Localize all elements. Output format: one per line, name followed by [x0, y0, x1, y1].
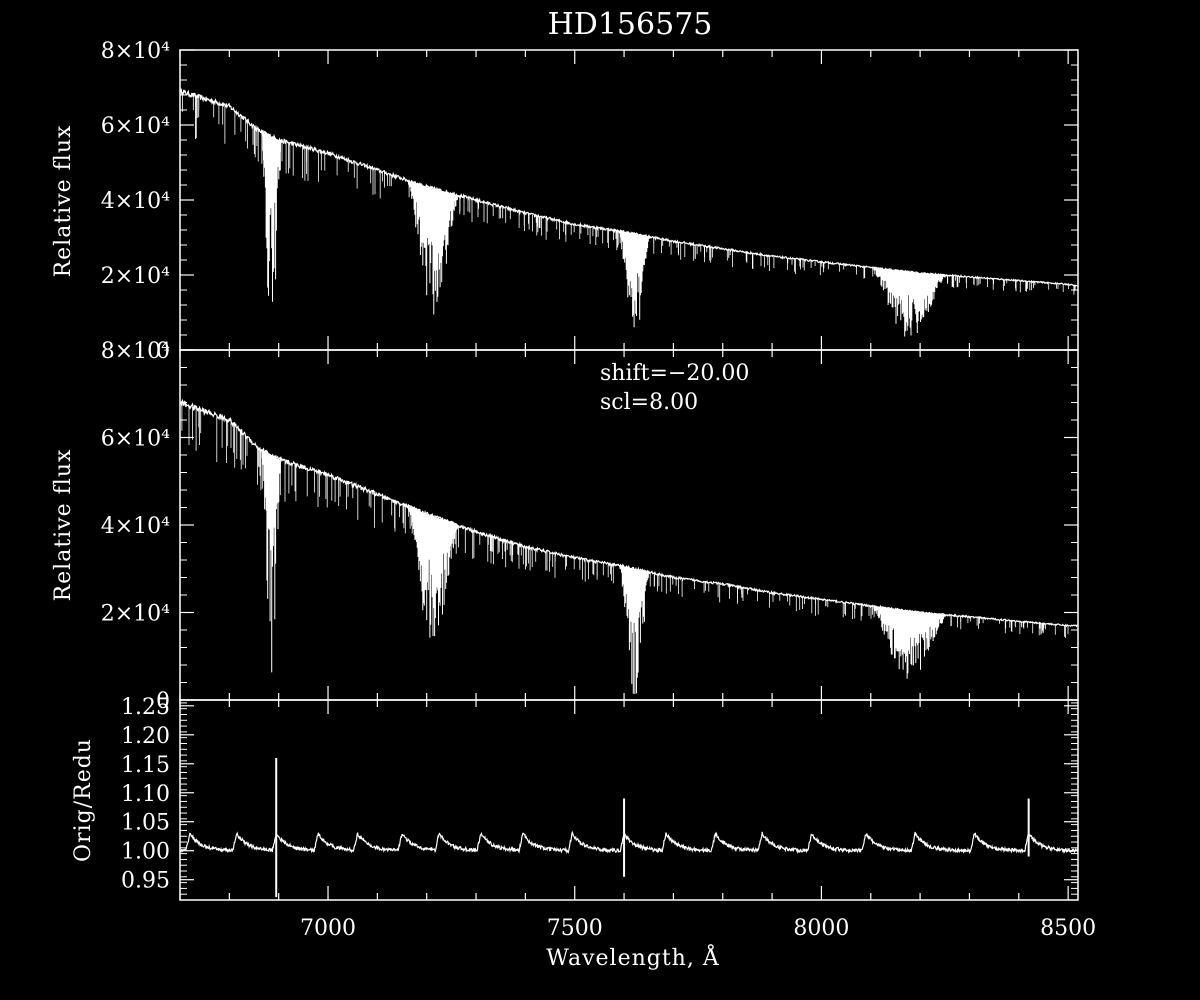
y-tick-label: 8×10⁴ [101, 39, 170, 64]
panel-frame [179, 49, 1079, 351]
y-tick-label: 4×10⁴ [101, 514, 170, 539]
y-tick-label: 0.95 [121, 869, 170, 894]
absorption-band-original-0 [261, 132, 282, 302]
original-flux-panel: 0 2×10⁴ 4×10⁴ 6×10⁴ 8×10⁴ [101, 39, 1079, 364]
y-axis-label-ratio: Orig/Redu [71, 738, 96, 862]
absorption-band-reduced-1 [407, 506, 460, 638]
y-axis-label-reduced: Relative flux [51, 449, 76, 602]
x-tick-label: 7500 [547, 916, 603, 941]
shift-annotation: shift=−20.00 [600, 361, 749, 386]
weak-lines-reduced [181, 403, 1069, 638]
y-tick-label: 1.20 [121, 724, 170, 749]
x-tick-label: 7000 [300, 916, 356, 941]
y-tick-label: 4×10⁴ [101, 189, 170, 214]
panel-frame [179, 699, 1079, 901]
weak-lines-original [182, 92, 1076, 295]
y-tick-label: 1.05 [121, 811, 170, 836]
absorption-band-original-2 [619, 231, 650, 328]
y-axis-label-original: Relative flux [51, 125, 76, 278]
absorption-band-reduced-0 [261, 450, 282, 673]
x-tick-label: 8500 [1040, 916, 1096, 941]
y-tick-label: 8×10⁴ [101, 339, 170, 364]
y-tick-label: 1.25 [121, 695, 170, 720]
y-tick-label: 0 [156, 339, 170, 364]
scale-annotation: scl=8.00 [600, 390, 698, 415]
y-tick-label: 1.00 [121, 840, 170, 865]
y-tick-label: 0 [156, 689, 170, 714]
y-tick-label: 2×10⁴ [101, 264, 170, 289]
absorption-band-reduced-2 [619, 565, 650, 694]
reduced-flux-panel: 0 2×10⁴ 4×10⁴ 6×10⁴ 8×10⁴ [101, 339, 1079, 714]
chart-title: HD156575 [548, 7, 713, 42]
absorption-band-original-1 [407, 180, 460, 315]
y-tick-label: 6×10⁴ [101, 114, 170, 139]
y-tick-label: 2×10⁴ [101, 602, 170, 627]
y-tick-label: 1.10 [121, 782, 170, 807]
x-tick-label: 8000 [793, 916, 849, 941]
ratio-panel: 0.95 1.00 1.05 1.10 1.15 1.20 1.25 [121, 695, 1079, 901]
absorption-band-original-3 [871, 267, 948, 337]
spectrum-line-reduced [179, 398, 1078, 628]
x-axis-label: Wavelength, Å [546, 943, 720, 971]
y-tick-label: 1.15 [121, 753, 170, 778]
y-tick-label: 6×10⁴ [101, 427, 170, 452]
ratio-line [179, 830, 1079, 855]
